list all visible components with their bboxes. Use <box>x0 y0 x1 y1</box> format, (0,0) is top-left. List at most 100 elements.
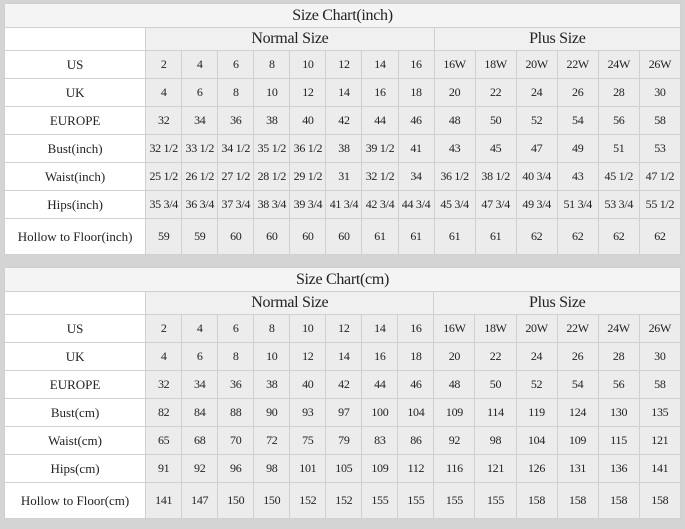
size-cell: 52 <box>515 370 558 399</box>
size-cell: 50 <box>474 370 517 399</box>
size-cell: 60 <box>325 218 363 255</box>
size-cell: 12 <box>325 314 363 343</box>
size-cell: 2 <box>145 314 183 343</box>
size-cell: 158 <box>597 482 640 519</box>
size-cell: 53 3/4 <box>597 190 640 219</box>
size-cell: 22W <box>556 314 599 343</box>
size-cell: 46 <box>397 106 435 135</box>
size-cell: 8 <box>217 78 255 107</box>
size-cell: 48 <box>433 106 476 135</box>
table-row: Waist(inch) 25 1/2 26 1/2 27 1/2 28 1/2 29 1/… <box>3 162 682 191</box>
size-cell: 109 <box>556 426 599 455</box>
size-cell: 22 <box>474 342 517 371</box>
size-cell: 16 <box>397 314 435 343</box>
empty-header <box>3 27 147 51</box>
size-cell: 34 1/2 <box>217 134 255 163</box>
size-cell: 45 <box>474 134 517 163</box>
size-cell: 50 <box>474 106 517 135</box>
size-cell: 22 <box>474 78 517 107</box>
row-label: EUROPE <box>3 106 147 135</box>
size-cell: 147 <box>181 482 219 519</box>
size-cell: 24 <box>515 78 558 107</box>
size-cell: 61 <box>397 218 435 255</box>
size-cell: 29 1/2 <box>289 162 327 191</box>
size-cell: 24W <box>597 50 640 79</box>
size-cell: 98 <box>474 426 517 455</box>
size-cell: 30 <box>638 78 682 107</box>
size-cell: 12 <box>289 78 327 107</box>
empty-header <box>3 291 147 315</box>
size-cell: 14 <box>325 78 363 107</box>
size-cell: 48 <box>433 370 476 399</box>
size-cell: 152 <box>289 482 327 519</box>
size-cell: 26W <box>638 50 682 79</box>
size-cell: 16 <box>361 342 399 371</box>
size-cell: 45 1/2 <box>597 162 640 191</box>
size-cell: 136 <box>597 454 640 483</box>
size-cell: 60 <box>289 218 327 255</box>
size-cell: 104 <box>397 398 435 427</box>
size-cell: 62 <box>556 218 599 255</box>
size-cell: 16 <box>397 50 435 79</box>
size-cell: 41 3/4 <box>325 190 363 219</box>
size-cell: 75 <box>289 426 327 455</box>
table-row: Waist(cm) 65 68 70 72 75 79 83 86 92 98 104 109 115 12… <box>3 426 682 455</box>
size-cell: 32 1/2 <box>145 134 183 163</box>
plus-size-header: Plus Size <box>433 291 681 315</box>
size-cell: 44 <box>361 370 399 399</box>
size-cell: 26 <box>556 78 599 107</box>
size-cell: 121 <box>638 426 682 455</box>
size-cell: 10 <box>289 50 327 79</box>
size-cell: 49 <box>556 134 599 163</box>
size-cell: 26 1/2 <box>181 162 219 191</box>
table-row: Hollow to Floor(inch) 59 59 60 60 60 60 61 61 61 6… <box>3 218 682 255</box>
size-cell: 47 <box>515 134 558 163</box>
size-cell: 14 <box>361 314 399 343</box>
size-cell: 135 <box>638 398 682 427</box>
size-cell: 61 <box>474 218 517 255</box>
size-cell: 56 <box>597 370 640 399</box>
size-cell: 26W <box>638 314 682 343</box>
row-label: UK <box>3 78 147 107</box>
size-cell: 38 1/2 <box>474 162 517 191</box>
size-cell: 38 <box>325 134 363 163</box>
size-cell: 51 <box>597 134 640 163</box>
size-cell: 82 <box>145 398 183 427</box>
size-cell: 60 <box>253 218 291 255</box>
size-cell: 16W <box>433 50 476 79</box>
size-cell: 36 <box>217 370 255 399</box>
size-cell: 4 <box>181 314 219 343</box>
size-cell: 12 <box>325 50 363 79</box>
size-cell: 6 <box>181 78 219 107</box>
size-cell: 10 <box>289 314 327 343</box>
size-cell: 54 <box>556 370 599 399</box>
size-cell: 150 <box>217 482 255 519</box>
size-cell: 114 <box>474 398 517 427</box>
size-cell: 4 <box>181 50 219 79</box>
size-cell: 62 <box>515 218 558 255</box>
size-cell: 20W <box>515 50 558 79</box>
size-cell: 39 1/2 <box>361 134 399 163</box>
table-row: US 2 4 6 8 10 12 14 16 16W 18W 20W 22W 24W 26W <box>3 50 682 79</box>
row-label: Bust(cm) <box>3 398 147 427</box>
size-cell: 38 3/4 <box>253 190 291 219</box>
size-cell: 58 <box>638 370 682 399</box>
size-cell: 33 1/2 <box>181 134 219 163</box>
size-cell: 25 1/2 <box>145 162 183 191</box>
row-label: Waist(cm) <box>3 426 147 455</box>
size-cell: 115 <box>597 426 640 455</box>
size-cell: 22W <box>556 50 599 79</box>
size-cell: 41 <box>397 134 435 163</box>
table-row: Bust(cm) 82 84 88 90 93 97 100 104 109 114 119 124 13… <box>3 398 682 427</box>
size-cell: 47 3/4 <box>474 190 517 219</box>
size-cell: 36 1/2 <box>433 162 476 191</box>
size-cell: 24 <box>515 342 558 371</box>
size-cell: 84 <box>181 398 219 427</box>
normal-size-header: Normal Size <box>145 291 435 315</box>
table-row: EUROPE 32 34 36 38 40 42 44 46 48 50 52 54 56 58 <box>3 106 682 135</box>
size-cell: 141 <box>145 482 183 519</box>
size-cell: 18W <box>474 50 517 79</box>
size-cell: 100 <box>361 398 399 427</box>
size-cell: 56 <box>597 106 640 135</box>
size-cell: 8 <box>253 314 291 343</box>
